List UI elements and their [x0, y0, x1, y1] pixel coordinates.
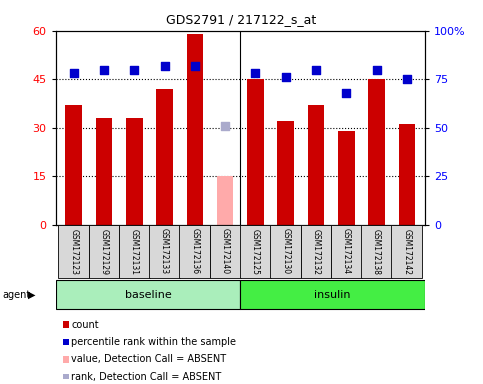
FancyBboxPatch shape — [270, 225, 301, 278]
Point — [221, 122, 229, 129]
Bar — [126, 118, 142, 225]
Text: agent: agent — [2, 290, 30, 300]
Bar — [308, 105, 325, 225]
Bar — [186, 34, 203, 225]
Bar — [96, 118, 113, 225]
Bar — [156, 89, 173, 225]
FancyBboxPatch shape — [88, 225, 119, 278]
Point — [373, 66, 381, 73]
Point — [161, 63, 169, 69]
FancyBboxPatch shape — [361, 225, 392, 278]
Text: GSM172123: GSM172123 — [69, 228, 78, 275]
Point — [342, 90, 350, 96]
FancyBboxPatch shape — [240, 225, 271, 278]
FancyBboxPatch shape — [331, 225, 362, 278]
Text: rank, Detection Call = ABSENT: rank, Detection Call = ABSENT — [71, 372, 222, 382]
Bar — [368, 79, 385, 225]
Point — [100, 66, 108, 73]
Text: GSM172129: GSM172129 — [99, 228, 109, 275]
Bar — [217, 176, 233, 225]
Text: GSM172132: GSM172132 — [312, 228, 321, 275]
Text: GSM172134: GSM172134 — [342, 228, 351, 275]
Text: insulin: insulin — [314, 290, 351, 300]
Point — [130, 66, 138, 73]
FancyBboxPatch shape — [180, 225, 210, 278]
Text: count: count — [71, 320, 99, 330]
Bar — [338, 131, 355, 225]
FancyBboxPatch shape — [149, 225, 180, 278]
FancyBboxPatch shape — [241, 280, 425, 310]
Point — [70, 70, 78, 76]
Text: GSM172138: GSM172138 — [372, 228, 381, 275]
Text: GSM172142: GSM172142 — [402, 228, 412, 275]
Text: ▶: ▶ — [28, 290, 36, 300]
Text: value, Detection Call = ABSENT: value, Detection Call = ABSENT — [71, 354, 227, 364]
Bar — [277, 121, 294, 225]
FancyBboxPatch shape — [58, 225, 89, 278]
Text: GDS2791 / 217122_s_at: GDS2791 / 217122_s_at — [166, 13, 317, 26]
Text: GSM172130: GSM172130 — [281, 228, 290, 275]
FancyBboxPatch shape — [392, 225, 422, 278]
FancyBboxPatch shape — [56, 280, 241, 310]
Text: GSM172136: GSM172136 — [190, 228, 199, 275]
Point — [191, 63, 199, 69]
FancyBboxPatch shape — [119, 225, 150, 278]
Text: baseline: baseline — [125, 290, 171, 300]
Bar — [398, 124, 415, 225]
Text: GSM172133: GSM172133 — [160, 228, 169, 275]
Bar — [247, 79, 264, 225]
Bar — [65, 105, 82, 225]
Point — [312, 66, 320, 73]
Text: GSM172140: GSM172140 — [221, 228, 229, 275]
Text: GSM172125: GSM172125 — [251, 228, 260, 275]
FancyBboxPatch shape — [300, 225, 331, 278]
Point — [403, 76, 411, 82]
FancyBboxPatch shape — [210, 225, 241, 278]
Text: percentile rank within the sample: percentile rank within the sample — [71, 337, 237, 347]
Point — [282, 74, 290, 80]
Point — [252, 70, 259, 76]
Text: GSM172131: GSM172131 — [130, 228, 139, 275]
